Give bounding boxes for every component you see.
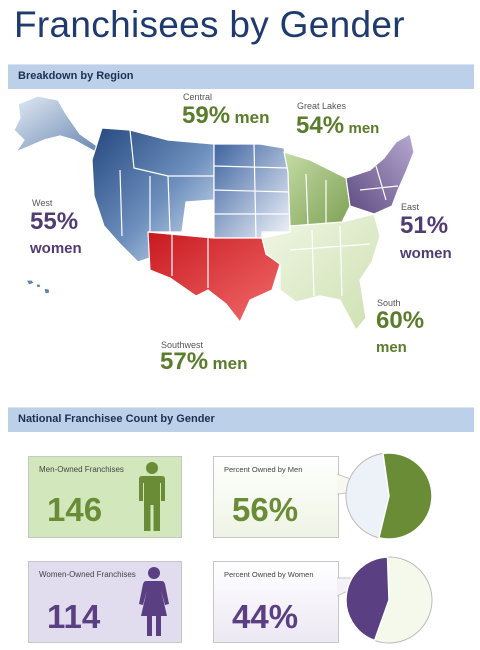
region-value-great-lakes: 54% men xyxy=(296,112,380,139)
region-name-central: Central xyxy=(183,92,213,102)
men-pie-slice xyxy=(377,452,433,540)
region-unit-west: women xyxy=(30,240,82,257)
women-count-label: Women-Owned Franchises xyxy=(39,570,136,579)
south-region xyxy=(261,213,381,331)
men-percent-card: Percent Owned by Men 56% xyxy=(213,456,339,538)
region-value-west: 55% xyxy=(30,208,79,235)
page-title: Franchisees by Gender xyxy=(14,4,405,45)
women-pie-chart xyxy=(345,556,433,644)
men-count-card: Men-Owned Franchises 146 xyxy=(28,456,182,538)
region-name-great-lakes: Great Lakes xyxy=(297,101,347,111)
east-region xyxy=(345,133,415,215)
region-value-east: 51% xyxy=(400,212,449,239)
region-unit-east: women xyxy=(400,245,452,262)
men-percent-label: Percent Owned by Men xyxy=(224,465,303,474)
men-count-label: Men-Owned Franchises xyxy=(39,465,124,474)
women-percent-value: 44% xyxy=(232,598,299,635)
men-percent-value: 56% xyxy=(232,491,299,528)
region-name-southwest: Southwest xyxy=(161,340,204,350)
section-title-region: Breakdown by Region xyxy=(18,70,134,82)
female-figure-icon xyxy=(139,567,169,636)
us-map xyxy=(13,95,415,331)
women-count-card: Women-Owned Franchises 114 xyxy=(28,561,182,643)
region-name-west: West xyxy=(32,198,53,208)
women-pie-slice xyxy=(345,556,390,642)
region-name-east: East xyxy=(401,202,420,212)
male-figure-icon xyxy=(139,462,165,531)
alaska-region xyxy=(13,95,105,157)
women-percent-card: Percent Owned by Women 44% xyxy=(213,561,339,643)
region-value-southwest: 57% men xyxy=(160,348,248,375)
hawaii-region xyxy=(25,279,51,295)
region-name-south: South xyxy=(377,298,401,308)
great-lakes-region xyxy=(283,151,351,229)
men-pie-chart xyxy=(345,452,433,540)
region-value-south: 60% xyxy=(376,307,425,334)
women-count-value: 114 xyxy=(47,598,101,635)
section-title-national: National Franchisee Count by Gender xyxy=(18,413,215,425)
southwest-region xyxy=(147,231,281,323)
region-value-central: 59% men xyxy=(182,102,270,129)
women-percent-label: Percent Owned by Women xyxy=(224,570,314,579)
section-header-national: National Franchisee Count by Gender xyxy=(8,407,474,432)
section-header-region: Breakdown by Region xyxy=(8,64,474,89)
men-count-value: 146 xyxy=(47,491,103,528)
region-unit-south: men xyxy=(376,339,407,356)
